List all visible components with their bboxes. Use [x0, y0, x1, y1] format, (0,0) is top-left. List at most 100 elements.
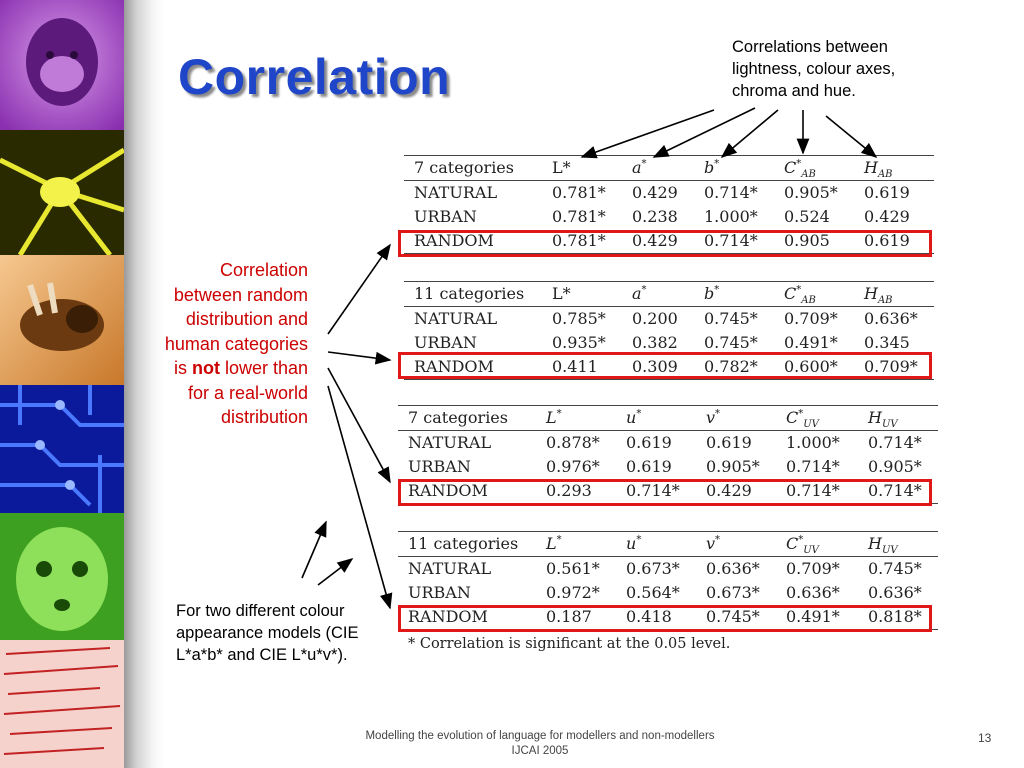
cell: 0.745*: [704, 309, 758, 328]
header-b: b*: [704, 281, 784, 307]
cell: 0.976*: [546, 457, 600, 476]
cell: 0.709*: [784, 309, 838, 328]
arrow-to-tables-2: [317, 558, 354, 586]
decorative-image-strip: [0, 0, 124, 768]
header-chroma: C*AB: [784, 155, 864, 181]
header-l: L*: [546, 405, 626, 431]
arrow-to-hue: [825, 115, 878, 159]
code-snippet-image: [0, 640, 124, 768]
cell: 0.345: [864, 333, 910, 352]
significance-footnote: * Correlation is significant at the 0.05…: [408, 636, 731, 652]
arrow-to-l: [580, 109, 715, 159]
cell: 0.429: [864, 207, 910, 226]
slide-footer: Modelling the evolution of language for …: [330, 729, 750, 759]
row-label: NATURAL: [408, 559, 492, 578]
table-row: URBAN 0.972* 0.564* 0.673* 0.636* 0.636*: [398, 581, 938, 605]
slide-title: Correlation: [178, 49, 451, 105]
highlight-box: [398, 352, 932, 379]
arrow-to-b: [720, 109, 779, 159]
table-row-random: RANDOM 0.781* 0.429 0.714* 0.905 0.619: [404, 229, 934, 254]
table-luv-7-categories: 7 categories L* u* v* C*UV HUV NATURAL 0…: [398, 405, 938, 504]
row-label: RANDOM: [398, 605, 546, 630]
note-left-before: Correlation between random distribution …: [164, 260, 308, 378]
table-row: URBAN 0.935* 0.382 0.745* 0.491* 0.345: [404, 331, 934, 355]
header-a: a*: [632, 281, 704, 307]
cell: 0.238: [632, 207, 678, 226]
header-l: L*: [552, 281, 632, 307]
cell: 0.781*: [552, 229, 632, 254]
row-label: NATURAL: [408, 433, 492, 452]
bee-image: [0, 255, 124, 385]
table-label: 7 categories: [398, 405, 546, 431]
cell: 0.636*: [868, 583, 922, 602]
arrow-to-random-1: [327, 243, 391, 335]
circuit-board-image: [0, 385, 124, 513]
table-lab-7-categories: 7 categories L* a* b* C*AB HAB NATURAL 0…: [404, 155, 934, 254]
table-row: NATURAL 0.781* 0.429 0.714* 0.905* 0.619: [404, 181, 934, 206]
page-number: 13: [978, 731, 992, 745]
cell: 0.619: [864, 229, 934, 254]
cell: 0.905*: [784, 183, 838, 202]
table-row: URBAN 0.976* 0.619 0.905* 0.714* 0.905*: [398, 455, 938, 479]
table-header-row: 7 categories L* a* b* C*AB HAB: [404, 155, 934, 181]
cell: 0.782*: [704, 355, 784, 380]
cell: 0.429: [632, 183, 678, 202]
cell: 0.418: [626, 605, 706, 630]
cell: 0.714*: [626, 479, 706, 504]
header-hue: HAB: [864, 281, 934, 307]
cell: 0.709*: [864, 355, 934, 380]
row-label: URBAN: [414, 333, 477, 352]
cell: 0.878*: [546, 433, 600, 452]
row-label: RANDOM: [404, 355, 552, 380]
note-left-after: lower than for a real-world distribution: [187, 358, 308, 427]
row-label: URBAN: [414, 207, 477, 226]
cell: 0.187: [546, 605, 626, 630]
note-top: Correlations between lightness, colour a…: [732, 38, 896, 100]
highlight-box: [398, 605, 932, 632]
cell: 0.972*: [546, 583, 600, 602]
table-luv-11-categories: 11 categories L* u* v* C*UV HUV NATURAL …: [398, 531, 938, 630]
header-u: u*: [626, 405, 706, 431]
header-u: u*: [626, 531, 706, 557]
table-row-random: RANDOM 0.411 0.309 0.782* 0.600* 0.709*: [404, 355, 934, 380]
table-header-row: 11 categories L* a* b* C*AB HAB: [404, 281, 934, 307]
header-hue: HUV: [868, 405, 938, 431]
cell: 0.524: [784, 207, 830, 226]
cell: 0.905*: [868, 457, 922, 476]
arrow-to-tables-1: [301, 520, 327, 579]
table-row-random: RANDOM 0.187 0.418 0.745* 0.491* 0.818*: [398, 605, 938, 630]
arrow-to-a: [652, 107, 756, 158]
table-row: NATURAL 0.785* 0.200 0.745* 0.709* 0.636…: [404, 307, 934, 332]
arrow-to-random-2: [327, 351, 392, 365]
cell: 0.382: [632, 333, 678, 352]
cell: 0.636*: [864, 309, 918, 328]
header-b: b*: [704, 155, 784, 181]
cell: 0.491*: [784, 333, 838, 352]
table-header-row: 11 categories L* u* v* C*UV HUV: [398, 531, 938, 557]
highlight-box: [398, 230, 932, 257]
header-a: a*: [632, 155, 704, 181]
header-chroma: C*UV: [786, 531, 868, 557]
header-v: v*: [706, 405, 786, 431]
footer-line-1: Modelling the evolution of language for …: [365, 730, 715, 742]
baby-face-image: [0, 513, 124, 640]
cell: 0.714*: [704, 229, 784, 254]
cell: 0.714*: [786, 479, 868, 504]
cell: 0.673*: [626, 559, 680, 578]
note-left-emphasis: not: [191, 358, 220, 378]
note-left: Correlation between random distribution …: [148, 258, 308, 430]
cell: 0.781*: [552, 207, 606, 226]
cell: 0.745*: [706, 605, 786, 630]
table-header-row: 7 categories L* u* v* C*UV HUV: [398, 405, 938, 431]
table-row-random: RANDOM 0.293 0.714* 0.429 0.714* 0.714*: [398, 479, 938, 504]
cell: 0.564*: [626, 583, 680, 602]
highlight-box: [398, 479, 932, 506]
table-row: URBAN 0.781* 0.238 1.000* 0.524 0.429: [404, 205, 934, 229]
header-chroma: C*AB: [784, 281, 864, 307]
cell: 0.673*: [706, 583, 760, 602]
cell: 0.781*: [552, 183, 606, 202]
table-label: 7 categories: [404, 155, 552, 181]
row-label: RANDOM: [404, 229, 552, 254]
header-v: v*: [706, 531, 786, 557]
cell: 0.785*: [552, 309, 606, 328]
